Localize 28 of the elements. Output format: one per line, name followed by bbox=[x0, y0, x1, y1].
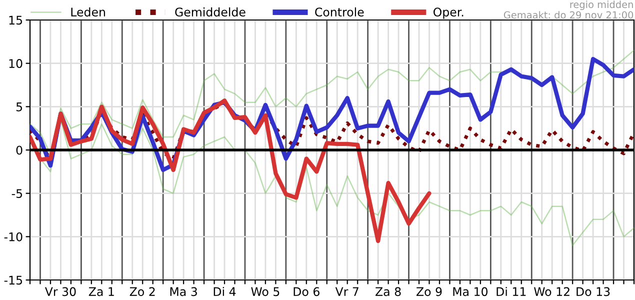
x-tick-label: Zo 9 bbox=[416, 287, 442, 296]
text: regio midden bbox=[570, 0, 633, 10]
y-tick-label: 5 bbox=[16, 102, 22, 112]
x-tick-label: Zo 2 bbox=[130, 287, 155, 296]
y-tick-label: -10 bbox=[4, 232, 22, 242]
legend-label: Leden bbox=[71, 7, 106, 17]
x-tick-label: Di 4 bbox=[214, 286, 236, 296]
x-tick-label: Vr 30 bbox=[44, 287, 76, 296]
x-tick-label: Ma 3 bbox=[170, 287, 197, 296]
y-tick-label: 0 bbox=[16, 146, 22, 155]
y-tick-label: 10 bbox=[9, 59, 22, 68]
y-tick-label: -5 bbox=[12, 189, 22, 198]
x-tick-label: Za 1 bbox=[88, 287, 114, 296]
y-tick-label: 15 bbox=[9, 16, 22, 25]
x-tick-label: Do 13 bbox=[576, 287, 610, 296]
x-tick-label: Za 8 bbox=[376, 287, 401, 296]
x-tick-label: Vr 7 bbox=[335, 287, 358, 296]
line-series bbox=[30, 98, 432, 244]
legend-label: Oper. bbox=[434, 8, 464, 19]
x-tick-label: Wo 5 bbox=[251, 287, 280, 296]
y-tick-label: -15 bbox=[4, 276, 22, 285]
x-tick-label: Do 6 bbox=[294, 287, 320, 296]
x-tick-label: Di 11 bbox=[496, 286, 526, 296]
legend-label: Gemiddelde bbox=[175, 7, 246, 17]
x-tick-label: Wo 12 bbox=[534, 287, 570, 296]
x-tick-label: Ma 10 bbox=[453, 287, 488, 296]
legend-label: Controle bbox=[315, 7, 364, 17]
text: Gemaakt: do 29 nov 21:00 bbox=[504, 11, 634, 19]
